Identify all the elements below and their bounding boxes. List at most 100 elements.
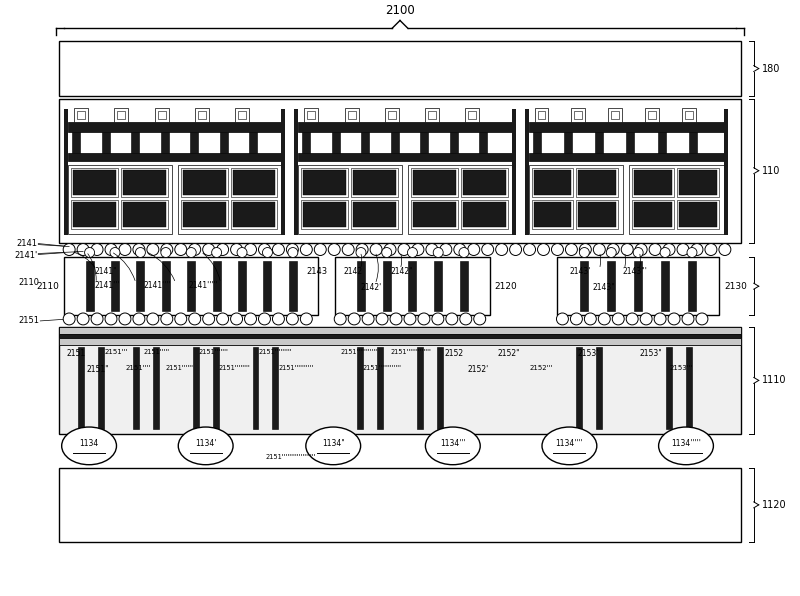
Bar — [59, 468, 741, 542]
Circle shape — [230, 313, 242, 325]
Circle shape — [174, 313, 186, 325]
Bar — [646, 108, 659, 122]
Circle shape — [328, 244, 340, 256]
Bar — [634, 262, 642, 311]
Circle shape — [407, 247, 418, 257]
Circle shape — [63, 244, 75, 256]
Bar — [525, 108, 529, 235]
Circle shape — [633, 247, 643, 257]
Circle shape — [189, 313, 201, 325]
Circle shape — [454, 244, 466, 256]
Bar — [534, 202, 571, 226]
Circle shape — [622, 244, 633, 256]
Text: 2120: 2120 — [494, 282, 518, 291]
Bar — [64, 257, 318, 315]
Circle shape — [570, 313, 582, 325]
Bar — [273, 347, 278, 429]
Bar — [411, 168, 458, 197]
Circle shape — [606, 247, 616, 257]
Text: 2142': 2142' — [360, 283, 382, 292]
Bar — [181, 168, 228, 197]
Bar — [479, 132, 487, 153]
Text: 1134: 1134 — [79, 439, 98, 448]
Circle shape — [91, 244, 103, 256]
Text: 2151'''''''''''': 2151'''''''''''' — [362, 365, 401, 371]
Circle shape — [579, 247, 590, 257]
Bar — [385, 108, 398, 122]
Bar — [679, 202, 717, 226]
Circle shape — [384, 244, 396, 256]
Bar — [137, 262, 144, 311]
Bar — [578, 202, 616, 226]
Circle shape — [460, 313, 472, 325]
Bar — [417, 347, 423, 429]
Bar — [677, 168, 719, 197]
Bar — [388, 111, 396, 119]
Circle shape — [288, 247, 298, 257]
Circle shape — [719, 244, 731, 256]
Circle shape — [91, 313, 103, 325]
Circle shape — [110, 247, 120, 257]
Circle shape — [594, 244, 606, 256]
Bar — [233, 170, 275, 195]
Ellipse shape — [306, 427, 361, 465]
Bar — [353, 202, 396, 226]
Circle shape — [696, 313, 708, 325]
Bar — [462, 202, 506, 226]
Bar — [249, 132, 257, 153]
Bar — [529, 165, 623, 234]
Circle shape — [687, 247, 697, 257]
Circle shape — [523, 244, 535, 256]
Bar — [611, 111, 619, 119]
Circle shape — [607, 244, 619, 256]
Text: 2142: 2142 — [343, 268, 362, 277]
Bar — [686, 347, 692, 429]
Circle shape — [105, 313, 117, 325]
Circle shape — [496, 244, 508, 256]
Circle shape — [212, 247, 222, 257]
Circle shape — [174, 244, 186, 256]
Text: 2153': 2153' — [578, 349, 598, 358]
Circle shape — [566, 244, 578, 256]
Bar — [298, 153, 512, 162]
Circle shape — [119, 313, 131, 325]
Circle shape — [161, 244, 173, 256]
Circle shape — [147, 313, 159, 325]
Bar — [558, 257, 719, 315]
Text: 2110: 2110 — [18, 278, 39, 287]
Bar — [220, 132, 228, 153]
Bar — [133, 347, 139, 429]
Bar — [64, 108, 68, 235]
Bar — [686, 111, 694, 119]
Text: 2141'''': 2141'''' — [144, 281, 171, 290]
Bar — [121, 168, 168, 197]
Circle shape — [245, 244, 257, 256]
Circle shape — [404, 313, 416, 325]
Circle shape — [202, 313, 214, 325]
Circle shape — [105, 244, 117, 256]
Text: 2151'''''': 2151'''''' — [166, 365, 194, 371]
Bar — [86, 262, 94, 311]
Text: 1110: 1110 — [762, 375, 786, 386]
Circle shape — [626, 313, 638, 325]
Circle shape — [440, 244, 452, 256]
Text: 1134''': 1134''' — [440, 439, 466, 448]
Bar — [428, 111, 436, 119]
Text: 2130: 2130 — [724, 282, 746, 291]
Bar — [59, 99, 741, 243]
Bar — [345, 108, 358, 122]
Bar — [190, 132, 198, 153]
Circle shape — [161, 247, 170, 257]
Bar — [123, 202, 166, 226]
Bar — [576, 168, 618, 197]
Bar — [466, 108, 479, 122]
Bar — [114, 108, 128, 122]
Text: 2143": 2143" — [592, 283, 615, 292]
Bar — [357, 262, 365, 311]
Bar — [688, 262, 696, 311]
Circle shape — [598, 313, 610, 325]
Bar — [377, 347, 383, 429]
Text: 2151: 2151 — [18, 316, 39, 325]
Bar — [534, 108, 549, 122]
Ellipse shape — [178, 427, 233, 465]
